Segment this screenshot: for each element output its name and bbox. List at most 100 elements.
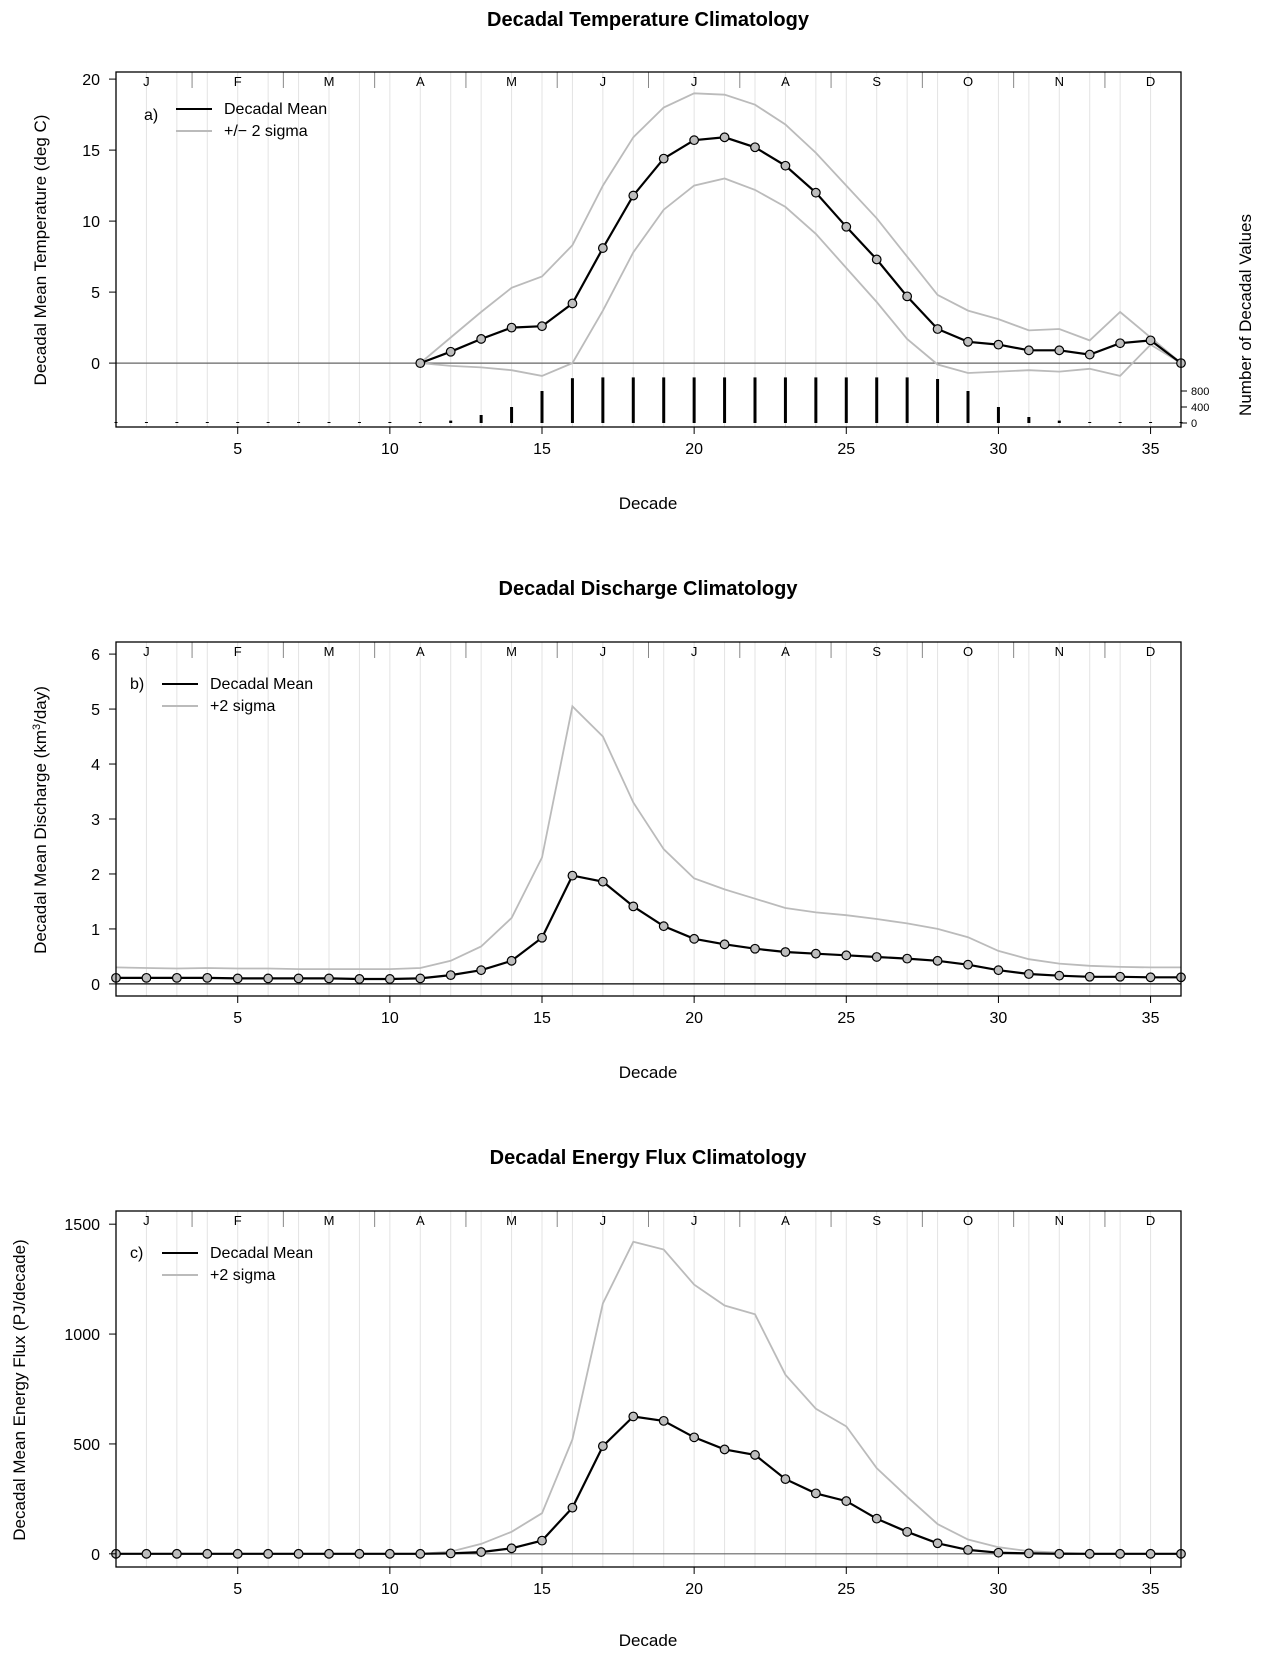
data-point: [476, 334, 487, 344]
data-point: [1115, 1548, 1126, 1559]
month-label: O: [963, 1213, 973, 1228]
y-tick-label: 500: [73, 1437, 100, 1454]
data-point: [841, 221, 852, 232]
plot-area: J F M A M J J A S O N D 0 1 2 3 4 5 6 5 10 15 20 25 30 35: [91, 641, 1186, 1027]
data-point: [932, 1538, 943, 1549]
x-axis-label: Decade: [619, 1063, 678, 1082]
month-label: D: [1146, 74, 1155, 89]
data-point: [384, 1548, 395, 1559]
month-label: A: [416, 644, 425, 659]
data-point: [202, 972, 213, 983]
panel-discharge: J F M A M J J A S O N D 0 1 2 3 4 5 6 5 10 15 20 25 30 35 Decadal…: [31, 578, 1186, 1082]
month-label: F: [234, 1213, 242, 1228]
panel-energy-flux: J F M A M J J A S O N D 0 500 1000 1500 5 10 15 20 25 30 35 De…: [10, 1147, 1186, 1650]
data-point: [1084, 1548, 1095, 1559]
data-point: [567, 870, 578, 881]
series-line-sigma: [419, 92, 1182, 364]
data-point: [506, 955, 517, 966]
data-point: [537, 321, 547, 332]
month-label: M: [506, 644, 517, 659]
month-label: F: [234, 644, 242, 659]
data-point: [293, 973, 304, 984]
data-point: [932, 955, 943, 966]
data-point: [1023, 1548, 1034, 1559]
data-point: [628, 1411, 639, 1422]
month-label: D: [1146, 644, 1155, 659]
legend-mean-label: Decadal Mean: [224, 101, 327, 118]
data-point: [141, 972, 152, 983]
data-point: [476, 1547, 487, 1557]
data-point: [750, 943, 760, 954]
month-label: S: [872, 644, 881, 659]
data-point: [384, 974, 395, 984]
data-point: [719, 1444, 730, 1455]
data-point: [810, 1488, 821, 1499]
data-point: [780, 947, 791, 957]
month-label: O: [963, 644, 973, 659]
data-point: [171, 972, 182, 983]
month-label: O: [963, 74, 973, 89]
plot-area: J F M A M J J A S O N D 800 400 0 0 5 10 15 20 5 10 15 20 25 30 35: [82, 71, 1209, 458]
data-point: [963, 336, 973, 347]
y-axis-label: Decadal Mean Discharge (km3/day): [31, 686, 50, 954]
legend-mean-label: Decadal Mean: [210, 1245, 313, 1262]
data-point: [1145, 972, 1156, 983]
chart-title: Decadal Discharge Climatology: [499, 578, 799, 600]
data-point: [202, 1548, 213, 1559]
data-point: [1145, 335, 1156, 346]
data-point: [567, 1502, 578, 1513]
data-point: [537, 932, 547, 943]
x-tick-label: 10: [381, 441, 399, 458]
data-point: [506, 322, 517, 333]
plot-area: J F M A M J J A S O N D 0 500 1000 1500 5 10 15 20 25 30 35: [64, 1210, 1186, 1598]
month-label: J: [691, 74, 698, 89]
y-tick-label: 6: [91, 647, 100, 664]
data-point: [324, 1548, 334, 1559]
month-label: J: [600, 644, 607, 659]
x-axis-label: Decade: [619, 494, 678, 513]
data-point: [719, 939, 730, 950]
month-label: M: [324, 1213, 335, 1228]
month-label: A: [781, 74, 790, 89]
data-point: [597, 243, 608, 253]
data-point: [171, 1548, 182, 1559]
data-point: [597, 876, 608, 887]
panel-letter: a): [144, 107, 158, 124]
month-label: A: [781, 1213, 790, 1228]
series-line-sigma: [115, 704, 1181, 970]
data-point: [780, 160, 791, 171]
x-tick-label: 15: [533, 441, 551, 458]
data-point: [658, 1415, 669, 1426]
x-tick-label: 35: [1142, 441, 1160, 458]
data-point: [1115, 971, 1126, 982]
y-tick-label: 2: [91, 867, 100, 884]
data-point: [537, 1535, 547, 1546]
month-label: S: [872, 1213, 881, 1228]
y-axis-label-end: /day): [31, 686, 50, 724]
data-point: [1115, 338, 1126, 349]
data-point: [902, 953, 913, 964]
data-point: [658, 921, 669, 932]
y-tick-label: 4: [91, 757, 100, 774]
data-point: [841, 1496, 852, 1506]
data-point: [567, 298, 578, 309]
data-point: [902, 291, 913, 302]
data-point: [415, 358, 426, 369]
month-label: J: [143, 1213, 150, 1228]
data-point: [1145, 1548, 1156, 1559]
x-tick-label: 15: [533, 1581, 551, 1598]
right-axis-tick-label: 400: [1191, 402, 1209, 414]
x-axis-label: Decade: [619, 1631, 678, 1650]
month-label: M: [506, 74, 517, 89]
data-point: [963, 1544, 973, 1555]
legend-sigma-label: +2 sigma: [210, 698, 275, 715]
data-point: [445, 970, 456, 981]
data-point: [750, 142, 760, 153]
x-tick-label: 30: [990, 1010, 1008, 1027]
x-tick-label: 25: [837, 1581, 855, 1598]
month-label: J: [600, 74, 607, 89]
data-point: [689, 135, 700, 146]
y-axis-label: Decadal Mean Temperature (deg C): [31, 115, 50, 386]
data-point: [1054, 345, 1065, 356]
legend-sigma-label: +2 sigma: [210, 1267, 275, 1284]
